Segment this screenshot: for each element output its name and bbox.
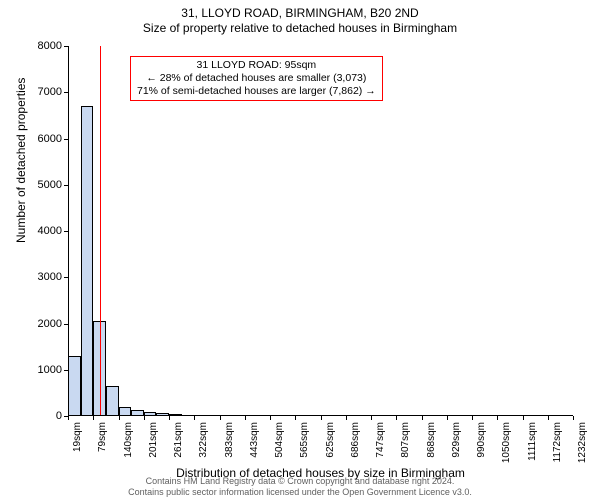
xtick-mark — [93, 416, 94, 420]
plot-area: 01000200030004000500060007000800019sqm79… — [68, 46, 573, 416]
xtick-mark — [472, 416, 473, 420]
xtick-mark — [523, 416, 524, 420]
xtick-label: 79sqm — [97, 422, 108, 452]
marker-line — [100, 46, 101, 416]
ytick-label: 3000 — [38, 271, 62, 283]
xtick-mark — [194, 416, 195, 420]
callout-line-2: ← 28% of detached houses are smaller (3,… — [137, 72, 376, 85]
xtick-mark — [371, 416, 372, 420]
ytick-label: 8000 — [38, 40, 62, 52]
xtick-label: 1172sqm — [552, 422, 563, 462]
xtick-label: 929sqm — [451, 422, 462, 458]
footer-line-1: Contains HM Land Registry data © Crown c… — [0, 476, 600, 487]
xtick-label: 140sqm — [123, 422, 134, 458]
footer: Contains HM Land Registry data © Crown c… — [0, 475, 600, 500]
xtick-mark — [548, 416, 549, 420]
xtick-label: 1232sqm — [577, 422, 588, 463]
xtick-mark — [573, 416, 574, 420]
ytick-label: 7000 — [38, 86, 62, 98]
xtick-label: 625sqm — [325, 422, 336, 458]
ytick-label: 6000 — [38, 133, 62, 145]
xtick-mark — [295, 416, 296, 420]
xtick-label: 807sqm — [400, 422, 411, 458]
xtick-label: 1111sqm — [527, 422, 538, 461]
callout-box: 31 LLOYD ROAD: 95sqm ← 28% of detached h… — [130, 56, 383, 101]
xtick-mark — [144, 416, 145, 420]
xtick-label: 868sqm — [426, 422, 437, 458]
xtick-mark — [346, 416, 347, 420]
xtick-label: 686sqm — [350, 422, 361, 458]
chart-title: 31, LLOYD ROAD, BIRMINGHAM, B20 2ND — [0, 0, 600, 21]
xtick-label: 261sqm — [173, 422, 184, 458]
xtick-label: 990sqm — [476, 422, 487, 458]
xtick-mark — [119, 416, 120, 420]
x-axis — [68, 415, 573, 416]
xtick-mark — [321, 416, 322, 420]
callout-line-3: 71% of semi-detached houses are larger (… — [137, 85, 376, 98]
xtick-mark — [270, 416, 271, 420]
histogram-bar — [68, 356, 81, 416]
xtick-label: 322sqm — [198, 422, 209, 458]
y-axis — [68, 46, 69, 416]
xtick-label: 443sqm — [249, 422, 260, 458]
xtick-label: 504sqm — [274, 422, 285, 458]
xtick-label: 383sqm — [224, 422, 235, 458]
ytick-label: 0 — [56, 410, 62, 422]
xtick-label: 19sqm — [72, 422, 83, 452]
xtick-mark — [422, 416, 423, 420]
xtick-label: 747sqm — [375, 422, 386, 458]
ytick-label: 2000 — [38, 318, 62, 330]
ytick-label: 5000 — [38, 179, 62, 191]
y-axis-label: Number of detached properties — [14, 78, 28, 243]
xtick-label: 565sqm — [299, 422, 310, 458]
xtick-mark — [68, 416, 69, 420]
xtick-mark — [245, 416, 246, 420]
histogram-bar — [81, 106, 94, 416]
ytick-label: 4000 — [38, 225, 62, 237]
xtick-mark — [169, 416, 170, 420]
histogram-bar — [106, 386, 119, 416]
footer-line-2: Contains public sector information licen… — [0, 487, 600, 498]
chart-subtitle: Size of property relative to detached ho… — [0, 21, 600, 35]
xtick-mark — [447, 416, 448, 420]
xtick-mark — [220, 416, 221, 420]
xtick-label: 1050sqm — [501, 422, 512, 463]
xtick-mark — [497, 416, 498, 420]
xtick-mark — [396, 416, 397, 420]
ytick-label: 1000 — [38, 364, 62, 376]
xtick-label: 201sqm — [148, 422, 159, 458]
callout-line-1: 31 LLOYD ROAD: 95sqm — [137, 59, 376, 72]
